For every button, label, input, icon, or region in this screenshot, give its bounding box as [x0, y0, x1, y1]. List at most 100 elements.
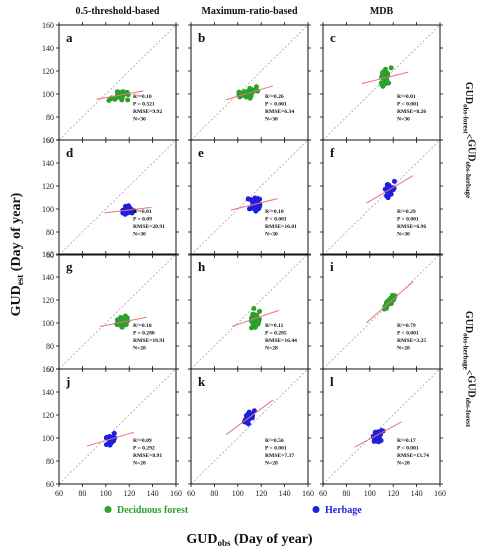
fit-line — [354, 421, 402, 448]
stat-r2: R²=0.01 — [397, 94, 416, 100]
fit-line — [86, 431, 135, 447]
panel-label: d — [66, 145, 74, 160]
row-group-title: GUDobs-herbage<GUDobs-forest — [462, 311, 477, 428]
stat-n: N=30 — [265, 117, 278, 123]
stat-rmse: RMSE=8.91 — [133, 453, 162, 459]
stat-n: N=30 — [397, 117, 410, 123]
one-to-one-line — [322, 368, 441, 485]
legend-label: Deciduous forest — [117, 505, 189, 516]
panel-frame — [322, 139, 441, 256]
stat-rmse: RMSE=16.44 — [265, 338, 297, 344]
x-tick-label: 60 — [55, 489, 63, 498]
data-point — [245, 93, 251, 99]
stat-r2: R²=0.01 — [133, 209, 152, 215]
stat-p: P < 0.001 — [397, 331, 419, 337]
stat-rmse: RMSE=13.74 — [397, 453, 429, 459]
data-point — [379, 81, 385, 87]
panel-d: 60 80 100 120 140 160 d R²=0.01 P = 0.09RMSE=20.… — [42, 136, 179, 260]
data-point — [250, 199, 256, 205]
stat-r2: R²=0.09 — [133, 438, 152, 444]
stat-p: P = 0.09 — [133, 217, 152, 223]
stat-r2: R²=0.10 — [133, 323, 152, 329]
stat-rmse: RMSE=9.92 — [133, 109, 162, 115]
stat-rmse: RMSE=7.37 — [265, 453, 294, 459]
data-point — [247, 85, 253, 91]
fit-line — [231, 309, 279, 327]
fit-line — [104, 206, 152, 214]
data-point — [391, 178, 397, 184]
stat-rmse: RMSE=16.01 — [265, 224, 297, 230]
panel-k: 60 80 100 120 140 160 k R²=0.56 P < 0.001RMSE=7.… — [187, 366, 314, 498]
one-to-one-line — [58, 139, 177, 256]
y-axis-title: GUDest (Day of year) — [9, 192, 25, 316]
x-tick-label: 140 — [411, 489, 423, 498]
stat-r2: R²=0.17 — [397, 438, 416, 444]
x-tick-label: 60 — [187, 489, 195, 498]
one-to-one-line — [190, 368, 309, 485]
fit-line — [361, 71, 409, 85]
data-point — [372, 429, 378, 435]
data-point — [252, 312, 258, 318]
panel-label: k — [198, 374, 206, 389]
row-group-title: GUDobs-forest<GUDobs-herbage — [462, 82, 477, 198]
data-point — [112, 96, 118, 102]
x-tick-label: 60 — [319, 489, 327, 498]
data-point — [243, 89, 249, 95]
panel-label: f — [330, 145, 335, 160]
stat-n: N=28 — [397, 461, 410, 467]
stat-p: P < 0.001 — [397, 446, 419, 452]
x-tick-label: 80 — [210, 489, 218, 498]
y-tick-label: 120 — [42, 182, 54, 191]
data-point — [380, 70, 386, 76]
y-tick-label: 160 — [42, 250, 54, 259]
panel-l: 60 80 100 120 140 160 l R²=0.17 P < 0.001RMSE=13… — [319, 366, 446, 498]
x-axis-title: GUDobs (Day of year) — [186, 532, 313, 548]
panel-label: b — [198, 30, 205, 45]
data-point — [114, 317, 120, 323]
data-point — [251, 408, 257, 414]
y-tick-label: 120 — [42, 67, 54, 76]
data-point — [245, 196, 251, 202]
panel-label: i — [330, 259, 334, 274]
panel-label: g — [66, 259, 73, 274]
stat-n: N=30 — [133, 232, 146, 238]
x-tick-label: 120 — [123, 489, 135, 498]
legend-marker — [312, 506, 320, 513]
stat-r2: R²=0.56 — [265, 438, 284, 444]
panel-label: l — [330, 374, 334, 389]
x-tick-label: 140 — [279, 489, 291, 498]
one-to-one-line — [190, 139, 309, 256]
stat-rmse: RMSE=3.25 — [397, 338, 426, 344]
panel-frame — [190, 368, 309, 485]
x-tick-label: 120 — [387, 489, 399, 498]
column-title: Maximum-ratio-based — [201, 6, 298, 17]
stat-n: N=30 — [133, 117, 146, 123]
stat-n: N=28 — [265, 461, 278, 467]
data-point — [376, 439, 382, 445]
one-to-one-line — [190, 253, 309, 370]
x-tick-label: 160 — [170, 489, 182, 498]
y-tick-label: 140 — [42, 159, 54, 168]
panel-frame — [322, 368, 441, 485]
y-tick-label: 140 — [42, 388, 54, 397]
fit-line — [225, 85, 274, 101]
x-tick-label: 100 — [364, 489, 376, 498]
stat-r2: R²=0.11 — [265, 323, 284, 329]
stat-p: P < 0.001 — [265, 102, 287, 108]
data-point — [106, 97, 112, 103]
panel-frame — [190, 139, 309, 256]
y-tick-label: 80 — [46, 342, 54, 351]
stat-rmse: RMSE=6.34 — [265, 109, 294, 115]
stat-rmse: RMSE=18.91 — [133, 338, 165, 344]
x-tick-label: 120 — [255, 489, 267, 498]
stat-rmse: RMSE=8.26 — [397, 109, 426, 115]
y-tick-label: 80 — [46, 457, 54, 466]
data-point — [388, 65, 394, 71]
x-tick-label: 160 — [434, 489, 446, 498]
